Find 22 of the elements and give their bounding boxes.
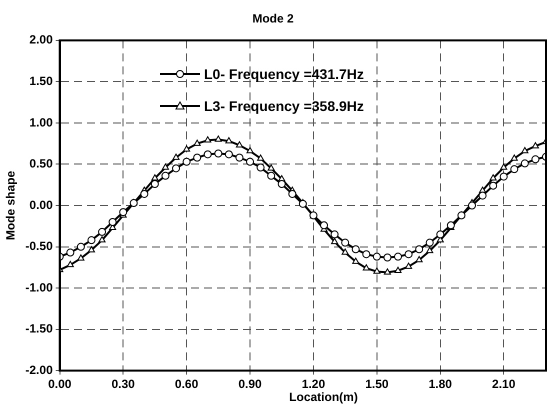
x-tick-label: 1.50 [365, 377, 389, 392]
y-tick-label: 1.00 [29, 115, 54, 130]
y-axis-title: Mode shape [4, 170, 18, 240]
y-tick-label: 0.50 [29, 156, 54, 171]
x-tick-label: 0.00 [48, 377, 72, 392]
y-tick-label: 2.00 [29, 32, 54, 47]
chart-title: Mode 2 [252, 12, 294, 26]
y-tick-label: -0.50 [25, 239, 54, 254]
x-tick-label: 0.90 [238, 377, 262, 392]
legend-label: L0- Frequency =431.7Hz [204, 66, 364, 82]
x-tick-label: 1.20 [302, 377, 326, 392]
y-tick-label: -1.50 [25, 322, 54, 336]
legend-label: L3- Frequency =358.9Hz [204, 98, 364, 114]
x-tick-label: 0.60 [174, 377, 199, 392]
y-tick-label: 0.00 [29, 198, 54, 212]
y-tick-label: 1.50 [29, 74, 54, 88]
y-tick-label: -2.00 [25, 362, 54, 377]
y-tick-label: -1.00 [25, 280, 54, 294]
x-tick-label: 2.10 [492, 377, 516, 392]
x-axis-title: Location(m) [288, 390, 359, 404]
x-tick-label: 1.80 [428, 377, 452, 392]
x-tick-label: 0.30 [111, 377, 136, 392]
